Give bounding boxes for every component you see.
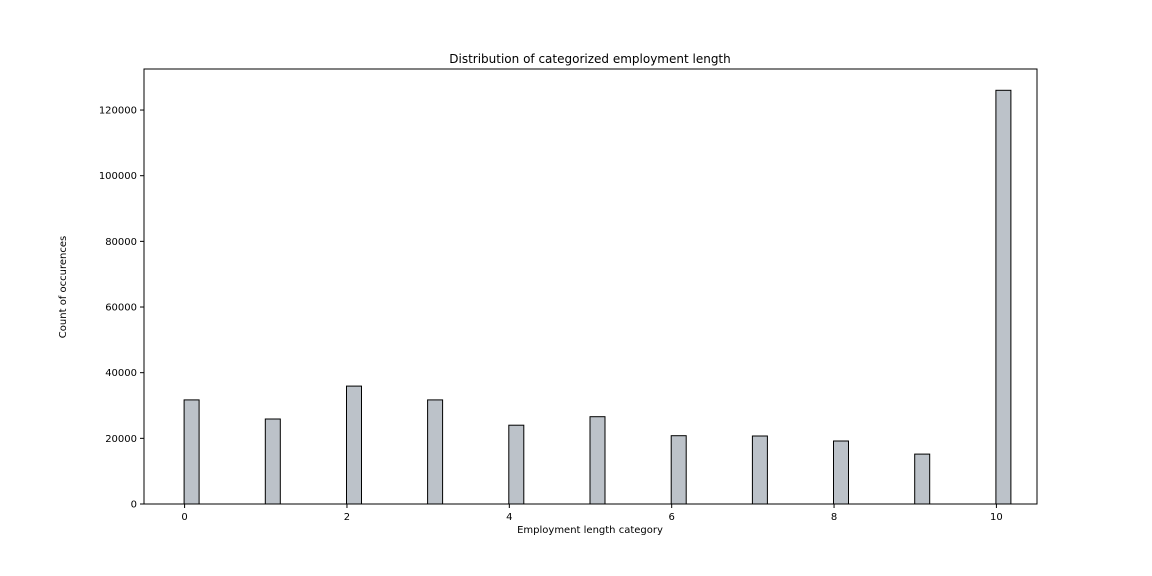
bar-0 [183,399,200,505]
bar-9 [914,453,931,505]
bar-3 [427,399,444,505]
y-tick-label-20000: 20000 [105,434,137,445]
y-tick-label-100000: 100000 [99,171,137,182]
x-ticks: 0 2 4 6 8 10 [181,504,1003,523]
y-tick-label-80000: 80000 [105,237,137,248]
axes-frame [143,68,1038,505]
bar-7 [751,435,768,505]
y-tick-label-40000: 40000 [105,368,137,379]
x-tick-label-2: 2 [344,512,350,523]
bar-5 [589,416,606,505]
chart-title: Distribution of categorized employment l… [449,52,731,66]
bar-8 [833,440,849,505]
y-tick-label-0: 0 [131,500,137,511]
y-axis-label: Count of occurences [58,236,69,338]
x-tick-label-0: 0 [181,512,187,523]
x-tick-label-4: 4 [506,512,512,523]
bar-6 [670,435,687,505]
y-ticks: 0 20000 40000 60000 80000 100000 120000 [99,106,144,511]
y-tick-label-120000: 120000 [99,106,137,117]
bar-10 [995,89,1012,505]
x-tick-label-6: 6 [668,512,674,523]
x-axis-label: Employment length category [517,525,663,536]
x-tick-label-8: 8 [831,512,837,523]
bars [183,89,1012,505]
bar-2 [346,385,362,505]
x-tick-label-10: 10 [990,512,1003,523]
y-tick-label-60000: 60000 [105,303,137,314]
bar-1 [264,418,281,505]
bar-4 [508,424,525,505]
